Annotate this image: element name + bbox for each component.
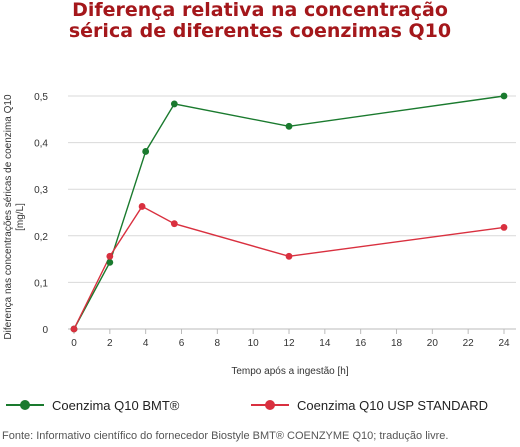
grid-lines [68, 95, 516, 283]
x-tick-label: 16 [355, 338, 367, 349]
line-chart: 00,10,20,30,40,50 2 4 6 8 10 12 14 16 18 20 22 24 Te… [34, 92, 516, 377]
x-tick-label: 2 [107, 338, 113, 349]
data-point-bmt[interactable] [285, 122, 293, 130]
data-point-bmt[interactable] [106, 258, 114, 266]
series-lines [70, 92, 508, 333]
x-tick-label: 24 [498, 338, 510, 349]
legend-swatch-bmt [6, 395, 44, 415]
source-note: Fonte: Informativo científico do fornece… [2, 430, 449, 442]
chart-title-line-1: Diferença relativa na concentração [72, 0, 448, 21]
legend-marker-bmt-icon [20, 400, 30, 410]
data-point-bmt[interactable] [142, 148, 150, 155]
legend-swatch-usp [251, 395, 289, 415]
series-line-bmt [73, 95, 505, 330]
y-tick-label: 0,3 [34, 185, 48, 196]
x-tick-label: 14 [319, 338, 331, 349]
legend-label-bmt: Coenzima Q10 BMT® [52, 397, 180, 413]
tick-labels: 00,10,20,30,40,50 2 4 6 8 10 12 14 16 18 20 22 24 [34, 92, 510, 349]
x-tick-label: 20 [427, 338, 439, 349]
x-tick-label: 0 [71, 338, 77, 349]
y-tick-label: 0,4 [34, 139, 48, 150]
legend-marker-usp-icon [265, 400, 275, 410]
legend: Coenzima Q10 BMT® Coenzima Q10 USP STAND… [0, 395, 520, 415]
legend-label-usp: Coenzima Q10 USP STANDARD [297, 397, 488, 413]
legend-item-bmt[interactable]: Coenzima Q10 BMT® [6, 395, 179, 415]
x-axis-title: Tempo após a ingestão [h] [231, 366, 349, 377]
y-axis-title-line-2: [mg/L] [15, 203, 26, 231]
data-point-usp[interactable] [500, 224, 508, 231]
chart-title: Diferença relativa na concentração séric… [0, 0, 520, 42]
data-point-bmt[interactable] [170, 100, 178, 108]
axes [68, 328, 516, 334]
x-tick-label: 4 [143, 338, 149, 349]
y-tick-label: 0,1 [34, 278, 48, 289]
x-tick-label: 6 [179, 338, 185, 349]
series-line-usp [73, 205, 505, 330]
data-point-bmt[interactable] [500, 92, 508, 100]
data-point-usp[interactable] [170, 220, 178, 228]
y-tick-label: 0 [42, 325, 48, 336]
x-tick-label: 10 [248, 338, 260, 349]
y-tick-label: 0,5 [34, 92, 48, 103]
data-point-usp[interactable] [285, 252, 293, 260]
data-point-usp[interactable] [138, 203, 146, 210]
data-point-usp[interactable] [106, 252, 114, 260]
legend-item-usp[interactable]: Coenzima Q10 USP STANDARD [251, 395, 488, 415]
x-tick-label: 8 [215, 338, 221, 349]
y-axis-title-line-1: Diferença nas concentrações séricas de c… [3, 94, 14, 340]
x-tick-label: 18 [391, 338, 403, 349]
y-tick-label: 0,2 [34, 232, 48, 243]
x-tick-label: 22 [463, 338, 475, 349]
data-point-usp[interactable] [70, 325, 78, 333]
chart-title-line-2: sérica de diferentes coenzimas Q10 [68, 20, 452, 42]
x-tick-label: 12 [283, 338, 295, 349]
